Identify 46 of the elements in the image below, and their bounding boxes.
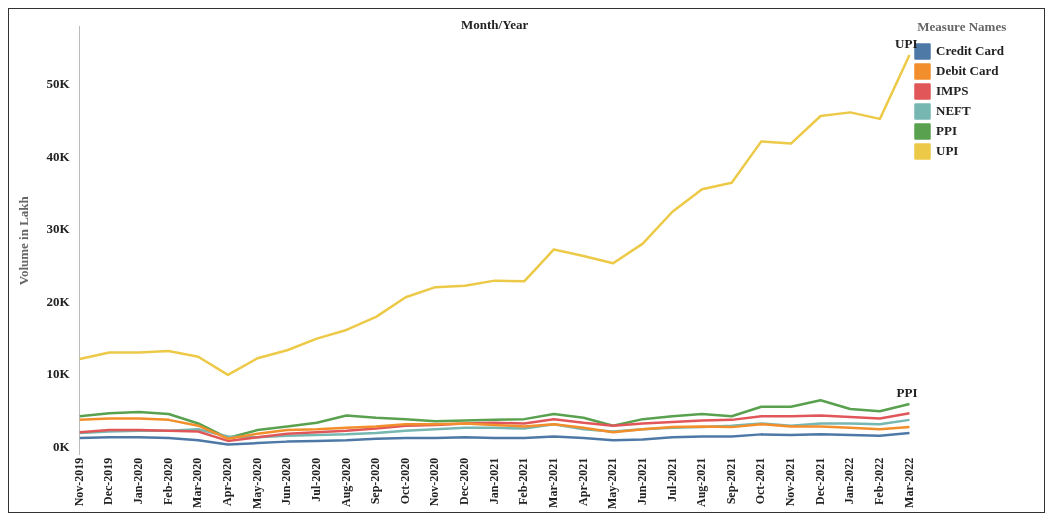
y-tick-label: 0K [53, 438, 71, 454]
x-tick-label: May-2021 [605, 457, 620, 510]
legend-label: IMPS [936, 82, 969, 98]
annotation: UPI [895, 35, 918, 51]
x-tick-label: Jun-2020 [279, 457, 294, 506]
x-axis-title: Month/Year [461, 16, 529, 32]
legend-label: PPI [936, 122, 957, 138]
x-tick-label: Oct-2020 [397, 457, 412, 505]
x-tick-label: Nov-2021 [783, 457, 798, 507]
x-tick-label: Nov-2020 [427, 457, 442, 507]
x-tick-label: Feb-2020 [160, 457, 175, 506]
legend-label: Debit Card [936, 62, 1000, 78]
x-tick-label: Jul-2020 [308, 457, 323, 502]
x-tick-label: Jul-2021 [664, 457, 679, 502]
y-axis-title: Volume in Lakh [16, 195, 32, 286]
y-tick-label: 50K [46, 76, 71, 92]
x-tick-label: Jun-2021 [634, 457, 649, 506]
x-tick-label: Mar-2022 [901, 457, 916, 508]
y-tick-label: 20K [46, 293, 71, 309]
x-tick-label: Aug-2020 [338, 457, 353, 508]
x-tick-label: Sep-2020 [368, 457, 383, 505]
x-tick-label: Jan-2020 [131, 457, 146, 505]
x-tick-label: Sep-2021 [723, 457, 738, 505]
x-tick-label: Feb-2021 [516, 457, 531, 506]
x-tick-label: Jan-2021 [486, 457, 501, 505]
x-tick-label: Mar-2021 [545, 457, 560, 508]
y-tick-label: 10K [46, 366, 71, 382]
legend-label: NEFT [936, 102, 971, 118]
x-tick-label: May-2020 [249, 457, 264, 510]
x-tick-label: Apr-2020 [219, 457, 234, 506]
x-tick-label: Feb-2022 [871, 457, 886, 506]
x-tick-label: Apr-2021 [575, 457, 590, 506]
x-tick-label: Dec-2019 [101, 457, 116, 506]
legend-title: Measure Names [917, 18, 1007, 34]
x-tick-label: Mar-2020 [190, 457, 205, 508]
x-tick-label: Dec-2020 [457, 457, 472, 506]
x-tick-label: Aug-2021 [694, 457, 709, 508]
x-tick-label: Nov-2019 [71, 457, 86, 507]
legend-label: Credit Card [936, 42, 1005, 58]
x-tick-label: Jan-2022 [842, 457, 857, 505]
y-tick-label: 40K [46, 148, 71, 164]
y-tick-label: 30K [46, 221, 71, 237]
legend-label: UPI [936, 142, 959, 158]
annotation: PPI [896, 384, 918, 400]
x-tick-label: Dec-2021 [812, 457, 827, 506]
x-tick-label: Oct-2021 [753, 457, 768, 505]
